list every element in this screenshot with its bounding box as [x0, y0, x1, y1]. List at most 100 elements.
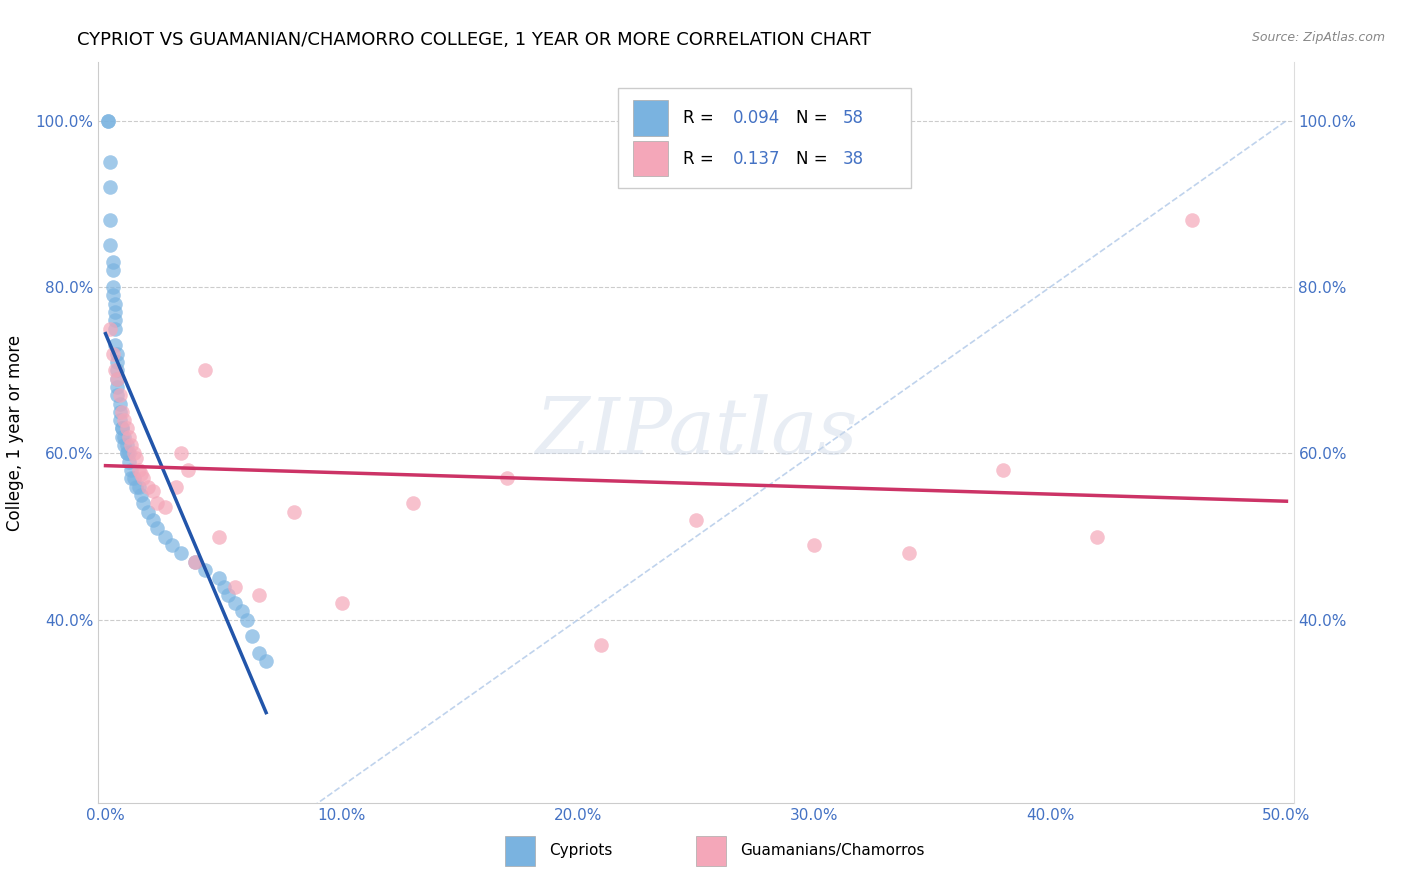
- Point: [111, 421, 134, 435]
- Text: Guamanians/Chamorros: Guamanians/Chamorros: [740, 844, 925, 858]
- Point: [132, 496, 155, 510]
- Point: [104, 305, 127, 319]
- Point: [146, 496, 169, 510]
- Point: [112, 430, 135, 444]
- Text: 0.137: 0.137: [733, 150, 780, 168]
- Point: [170, 546, 193, 560]
- Point: [142, 513, 165, 527]
- Point: [153, 500, 176, 515]
- Point: [401, 496, 423, 510]
- Point: [97, 113, 120, 128]
- Point: [108, 388, 131, 402]
- Point: [184, 555, 207, 569]
- Point: [105, 371, 128, 385]
- Point: [108, 396, 131, 410]
- Point: [208, 530, 231, 544]
- Text: R =: R =: [683, 109, 718, 127]
- Point: [104, 363, 127, 377]
- Text: Cypriots: Cypriots: [548, 844, 613, 858]
- Point: [129, 467, 152, 482]
- Point: [121, 471, 143, 485]
- Point: [104, 321, 127, 335]
- Point: [165, 480, 187, 494]
- Point: [591, 638, 613, 652]
- Point: [240, 629, 263, 643]
- Point: [136, 480, 159, 494]
- Point: [217, 588, 239, 602]
- Point: [125, 480, 148, 494]
- Point: [111, 430, 134, 444]
- Point: [98, 321, 121, 335]
- Bar: [633, 100, 668, 136]
- Point: [98, 238, 121, 252]
- Point: [122, 446, 145, 460]
- FancyBboxPatch shape: [619, 88, 911, 188]
- Point: [108, 405, 131, 419]
- Point: [115, 446, 138, 460]
- Point: [194, 363, 217, 377]
- Point: [101, 255, 124, 269]
- Point: [153, 530, 176, 544]
- Point: [283, 505, 305, 519]
- Text: N =: N =: [796, 150, 834, 168]
- Point: [101, 263, 124, 277]
- Point: [247, 646, 270, 660]
- Point: [991, 463, 1014, 477]
- Point: [208, 571, 231, 585]
- Point: [121, 438, 143, 452]
- Point: [803, 538, 825, 552]
- Point: [122, 471, 145, 485]
- Point: [236, 613, 259, 627]
- Text: 0.094: 0.094: [733, 109, 780, 127]
- Point: [115, 438, 138, 452]
- Point: [128, 480, 150, 494]
- Point: [112, 413, 135, 427]
- Point: [98, 155, 121, 169]
- Point: [1181, 213, 1204, 227]
- Point: [247, 588, 270, 602]
- Point: [118, 430, 141, 444]
- Point: [897, 546, 920, 560]
- Point: [330, 596, 353, 610]
- Point: [685, 513, 707, 527]
- Point: [105, 355, 128, 369]
- Point: [104, 296, 127, 310]
- Point: [254, 654, 277, 668]
- Point: [1087, 530, 1109, 544]
- Text: Source: ZipAtlas.com: Source: ZipAtlas.com: [1251, 31, 1385, 45]
- Point: [128, 463, 150, 477]
- Bar: [505, 836, 534, 866]
- Point: [118, 446, 141, 460]
- Point: [129, 488, 152, 502]
- Point: [146, 521, 169, 535]
- Y-axis label: College, 1 year or more: College, 1 year or more: [7, 334, 24, 531]
- Text: ZIPatlas: ZIPatlas: [534, 394, 858, 471]
- Point: [98, 180, 121, 194]
- Point: [105, 371, 128, 385]
- Bar: [696, 836, 725, 866]
- Text: CYPRIOT VS GUAMANIAN/CHAMORRO COLLEGE, 1 YEAR OR MORE CORRELATION CHART: CYPRIOT VS GUAMANIAN/CHAMORRO COLLEGE, 1…: [77, 31, 872, 49]
- Point: [105, 363, 128, 377]
- Point: [142, 483, 165, 498]
- Point: [101, 280, 124, 294]
- Point: [105, 380, 128, 394]
- Point: [136, 505, 159, 519]
- Point: [170, 446, 193, 460]
- Point: [184, 555, 207, 569]
- Point: [231, 605, 253, 619]
- Text: 38: 38: [844, 150, 865, 168]
- Point: [112, 438, 135, 452]
- Point: [177, 463, 200, 477]
- Point: [160, 538, 183, 552]
- Point: [496, 471, 519, 485]
- Bar: [633, 141, 668, 177]
- Point: [111, 421, 134, 435]
- Point: [224, 580, 246, 594]
- Text: N =: N =: [796, 109, 834, 127]
- Point: [132, 471, 155, 485]
- Point: [224, 596, 246, 610]
- Point: [105, 388, 128, 402]
- Point: [101, 346, 124, 360]
- Point: [121, 463, 143, 477]
- Point: [212, 580, 235, 594]
